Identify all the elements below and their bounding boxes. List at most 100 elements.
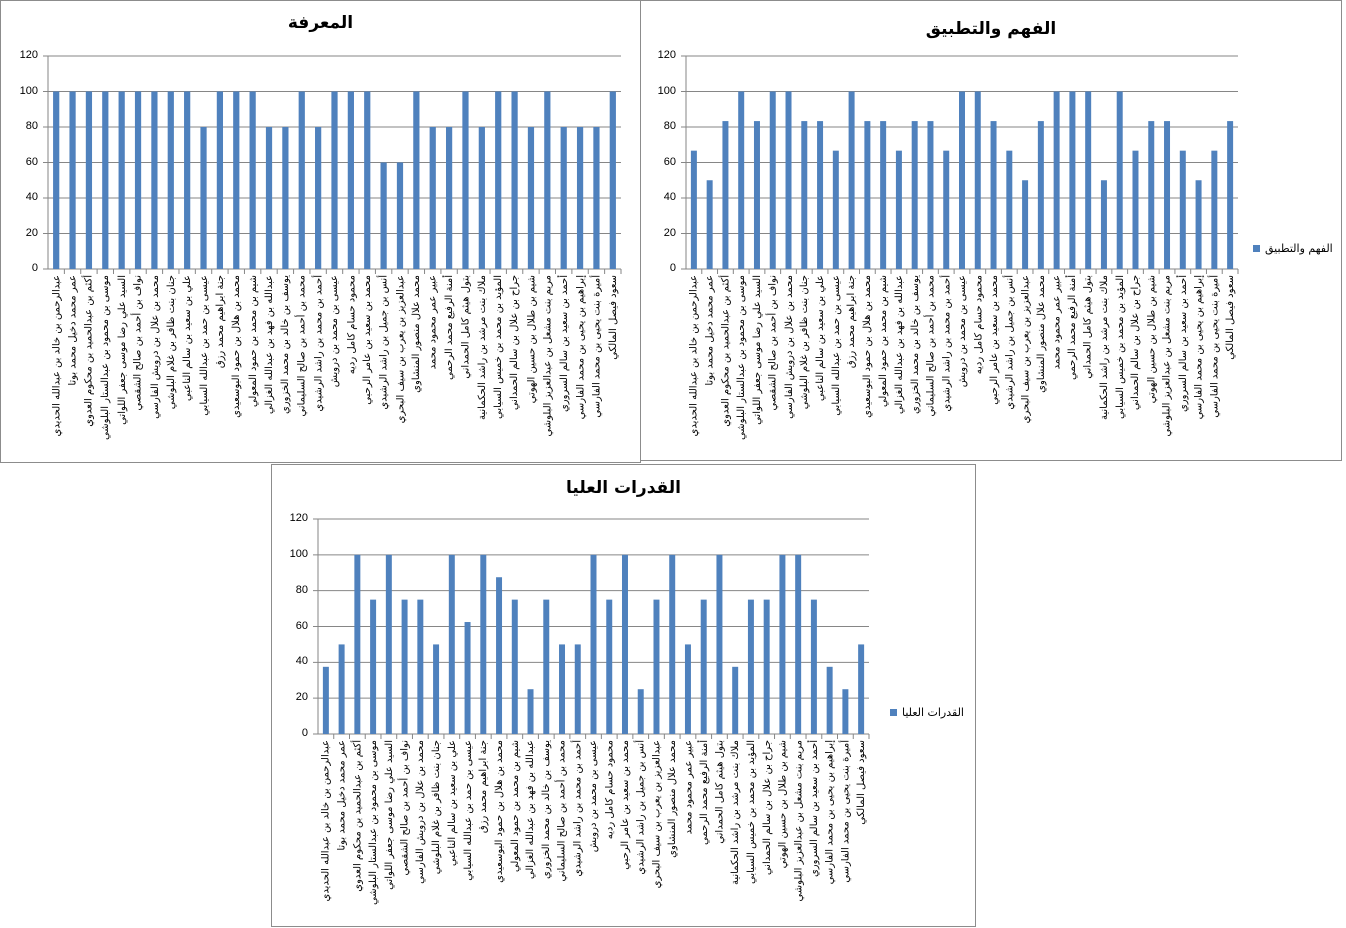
x-tick-label: علي بن سعيد بن سالم الناعبي	[182, 275, 194, 402]
x-tick-label: أنس بن جميل بن راشد الرشيدي	[1004, 275, 1016, 410]
bar	[380, 162, 387, 269]
bar	[445, 127, 453, 269]
chart-panel-higher-abilities: القدرات العليا 0 20 40 60 80 100 120 عبدالرحمن ب…	[271, 464, 976, 927]
chart-panel-comprehension: الفهم والتطبيق 0 20 40 60 80 100 120 عبدالرحمن ب…	[640, 0, 1342, 461]
x-tick-label: أميرة بنت يحيى بن محمد الفارسي	[1209, 275, 1221, 418]
chart-title: الفهم والتطبيق	[925, 19, 1057, 39]
x-tick-label: أحمد بن سعيد بن سالم السروري	[808, 740, 820, 878]
bar	[769, 91, 776, 269]
y-tick-label: 20	[295, 691, 308, 704]
x-tick-label: جنة ابراهيم محمد رزق	[478, 740, 490, 834]
bar	[974, 91, 981, 269]
legend-label: الفهم والتطبيق	[1265, 242, 1333, 255]
bar	[576, 127, 584, 269]
y-tick-label: 80	[295, 583, 308, 596]
bar	[700, 599, 707, 734]
bar	[511, 91, 518, 269]
x-tick-label: أمنة الرفيع محمد الرحمي	[698, 740, 710, 845]
x-tick-label: محمد بن هلال بن حمود البوسعيدي	[494, 740, 506, 883]
y-tick-label: 60	[295, 619, 308, 632]
y-tick-label: 0	[31, 262, 38, 274]
bar	[315, 127, 322, 269]
x-tick-label: عيسى بن حمد بن عبدالله السيابي	[198, 275, 210, 416]
x-tick-label: جنة ابراهيم محمد رزق	[846, 275, 858, 369]
bar	[413, 91, 420, 269]
bar	[959, 91, 965, 269]
x-tick-label: أمنة الرفيع محمد الرحمي	[1067, 275, 1079, 380]
bar	[1100, 180, 1107, 269]
bar	[606, 599, 613, 734]
x-tick-label: المؤيد بن محمد بن خميس السيابي	[745, 740, 757, 884]
bar	[167, 91, 174, 269]
x-tick-label: المؤيد بن محمد بن خميس السيابي	[1114, 275, 1126, 419]
bar	[134, 91, 142, 269]
y-tick-label: 20	[25, 226, 38, 239]
y-tick-label: 80	[25, 120, 38, 132]
bar	[69, 91, 76, 269]
bar	[621, 554, 628, 734]
x-tick-label: محمد بن أحمد بن صالح السليماني	[925, 275, 937, 417]
x-tick-label: سعود فيصل المالكي	[1225, 275, 1237, 360]
x-tick-label: أحمد بن سعيد بن سالم السروري	[1177, 275, 1189, 413]
x-tick-label: نواف بن أحمد بن صالح الشقصي	[133, 275, 145, 411]
x-tick-label: عيسى بن محمد بن درويش	[957, 275, 968, 388]
x-tick-label: يوسف بن خالد بن محمد الخزوري	[280, 275, 292, 415]
x-tick-label: موسى بن محمود بن عبدالستار البلوشي	[368, 740, 380, 906]
chart-title: المعرفة	[287, 13, 354, 33]
x-tick-label: أحمد بن محمد بن راشد الرشيدي	[313, 275, 325, 412]
x-tick-label: أحمد بن محمد بن راشد الرشيدي	[572, 740, 584, 877]
x-tick-label: جراح بن علال بن سالم الحمداني	[509, 275, 521, 411]
bar	[810, 599, 817, 734]
bar	[763, 599, 770, 734]
x-tick-label: محمد بن أحمد بن صالح السليماني	[557, 740, 568, 882]
bar	[429, 127, 436, 269]
bar	[1116, 91, 1123, 269]
bar	[527, 689, 534, 734]
x-tick-label: عيسى بن محمد بن درويش	[588, 740, 600, 853]
x-tick-label: موسى بن محمود بن عبدالستار البلوشي	[736, 275, 748, 441]
bar	[385, 554, 392, 734]
bar	[684, 644, 691, 734]
x-tick-label: ملاك بنت مرشد بن راشد الحكمانية	[1098, 275, 1110, 421]
x-tick-label: عمر محمد دخيل محمد بوتا	[336, 740, 348, 851]
x-tick-label: محمد بن سعيد بن عامر الرحبي	[362, 275, 374, 405]
x-tick-label: عبدالرحمن بن خالد بن عبدالله الحديدي	[688, 275, 700, 437]
x-tick-label: محمد علال منصور المنشاوي	[411, 275, 423, 393]
bar	[478, 127, 485, 269]
bar	[1069, 91, 1076, 269]
x-tick-label: عيسى بن حمد بن عبدالله السيابي	[462, 740, 474, 881]
bar	[1085, 91, 1092, 269]
bar	[1179, 150, 1186, 269]
x-tick-label: شيم بن محمد بن حمود المعولي	[247, 275, 259, 408]
x-tick-label: محمد بن علال بن درويش الفارسي	[415, 740, 427, 884]
x-tick-label: السيد علي رضا موسى جعفر اللواتي	[116, 275, 128, 425]
x-tick-label: عبير عمر محمود محمد	[682, 740, 694, 835]
bar	[817, 121, 824, 269]
x-tick-label: مريم بنت مشعل بن عبدالعزيز البلوشي	[793, 740, 805, 902]
bar	[151, 91, 158, 269]
x-tick-label: عبدالرحمن بن خالد بن عبدالله الحديدي	[320, 740, 332, 902]
bar	[858, 644, 865, 734]
y-tick-label: 120	[289, 512, 308, 524]
x-tick-label: أميرة بنت يحيى بن محمد الفارسي	[840, 740, 852, 883]
x-tick-label: السيد علي رضا موسى جعفر اللواتي	[751, 275, 763, 425]
bar	[669, 554, 676, 734]
bar	[1148, 121, 1155, 269]
x-tick-label: عيسى بن محمد بن درويش	[329, 275, 341, 388]
x-tick-label: محمد بن هلال بن حمود البوسعيدي	[862, 275, 874, 418]
x-tick-label: مريم بنت مشعل بن عبدالعزيز البلوشي	[1162, 275, 1174, 437]
x-tick-label: إبراهيم بن يحيى بن محمد الفارسي	[575, 275, 587, 420]
y-tick-label: 20	[663, 226, 676, 239]
bar	[1132, 150, 1139, 269]
x-tick-label: محمد علال منصور المنشاوي	[667, 740, 679, 858]
bar	[347, 91, 354, 269]
bar	[544, 91, 551, 269]
x-tick-label: عبدالله بن فهد بن عبدالله الغزالي	[893, 275, 905, 415]
x-tick-label: شيم بن طلال بن حسين الهوتي	[1146, 275, 1158, 404]
bar	[706, 180, 713, 269]
legend-entry: الفهم والتطبيق	[1253, 242, 1333, 255]
bar	[480, 554, 487, 734]
x-tick-label: عبدالعزيز بن يعرب بن سيف البحري	[1020, 275, 1032, 424]
bar	[1022, 180, 1029, 269]
bar	[118, 91, 125, 269]
